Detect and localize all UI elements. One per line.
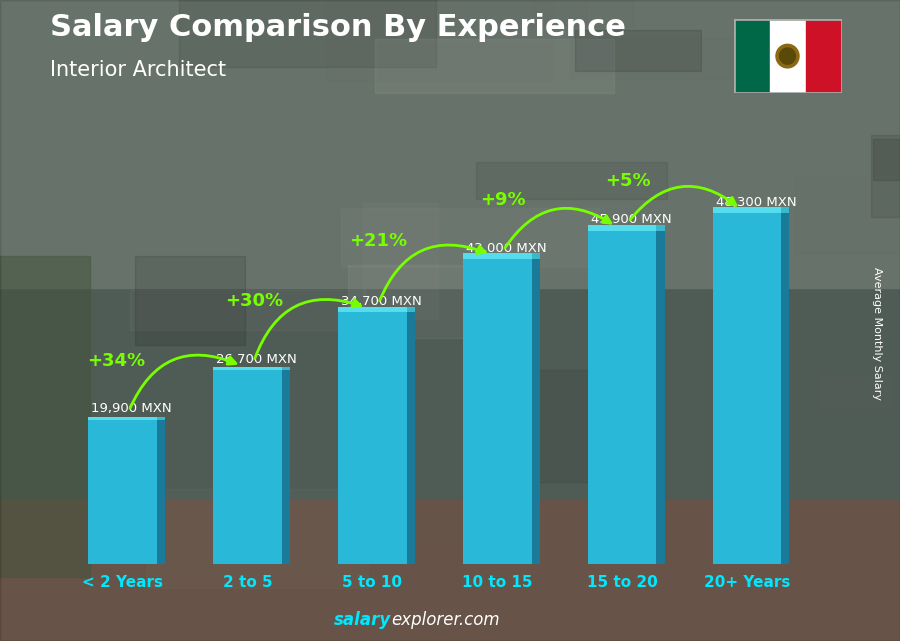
Text: salary: salary: [334, 611, 392, 629]
Bar: [338, 312, 407, 564]
Bar: [532, 253, 540, 259]
Bar: [251, 172, 466, 204]
Bar: [428, 188, 593, 313]
Bar: [45, 61, 94, 148]
Bar: [345, 353, 544, 420]
Bar: [656, 231, 664, 564]
Text: Average Monthly Salary: Average Monthly Salary: [872, 267, 883, 400]
Bar: [719, 390, 775, 450]
Bar: [842, 426, 900, 522]
Text: +34%: +34%: [87, 352, 146, 370]
Bar: [256, 381, 436, 494]
Bar: [0, 0, 900, 288]
Bar: [371, 496, 595, 592]
Bar: [734, 19, 770, 93]
Bar: [588, 231, 656, 564]
Bar: [558, 160, 778, 242]
Text: +9%: +9%: [481, 191, 526, 209]
Bar: [668, 0, 775, 96]
Bar: [770, 19, 806, 93]
Text: 26,700 MXN: 26,700 MXN: [216, 353, 297, 366]
Bar: [282, 367, 290, 370]
Bar: [806, 19, 842, 93]
Bar: [713, 213, 781, 564]
Bar: [157, 419, 166, 564]
Text: 19,900 MXN: 19,900 MXN: [92, 402, 172, 415]
Bar: [338, 308, 407, 312]
Bar: [786, 0, 900, 47]
Bar: [0, 500, 900, 641]
Text: +21%: +21%: [349, 232, 408, 250]
Bar: [407, 308, 415, 312]
Bar: [282, 370, 290, 564]
Bar: [257, 435, 502, 533]
Bar: [525, 294, 737, 406]
Bar: [157, 417, 166, 419]
Text: explorer.com: explorer.com: [392, 611, 500, 629]
Bar: [407, 312, 415, 564]
Bar: [135, 487, 267, 535]
Text: +5%: +5%: [606, 172, 651, 190]
Text: 42,000 MXN: 42,000 MXN: [466, 242, 546, 254]
Bar: [712, 482, 856, 547]
Bar: [532, 259, 540, 564]
Bar: [781, 213, 789, 564]
Bar: [463, 259, 532, 564]
Bar: [781, 207, 789, 213]
Bar: [203, 390, 469, 495]
Text: Salary Comparison By Experience: Salary Comparison By Experience: [50, 13, 625, 42]
Bar: [767, 517, 900, 640]
Text: +30%: +30%: [225, 292, 283, 310]
Bar: [213, 367, 282, 370]
Bar: [656, 224, 664, 231]
Bar: [119, 282, 286, 395]
Bar: [604, 0, 730, 37]
Text: 45,900 MXN: 45,900 MXN: [590, 213, 671, 226]
Circle shape: [779, 48, 796, 64]
Text: 48,300 MXN: 48,300 MXN: [716, 196, 796, 209]
Bar: [213, 370, 282, 564]
Text: Interior Architect: Interior Architect: [50, 60, 226, 80]
Bar: [88, 419, 157, 564]
Bar: [253, 97, 370, 154]
Bar: [0, 256, 90, 577]
Bar: [88, 417, 157, 419]
Circle shape: [776, 44, 799, 68]
Bar: [463, 253, 532, 259]
Text: 34,700 MXN: 34,700 MXN: [341, 295, 422, 308]
Bar: [588, 224, 656, 231]
Bar: [713, 207, 781, 213]
